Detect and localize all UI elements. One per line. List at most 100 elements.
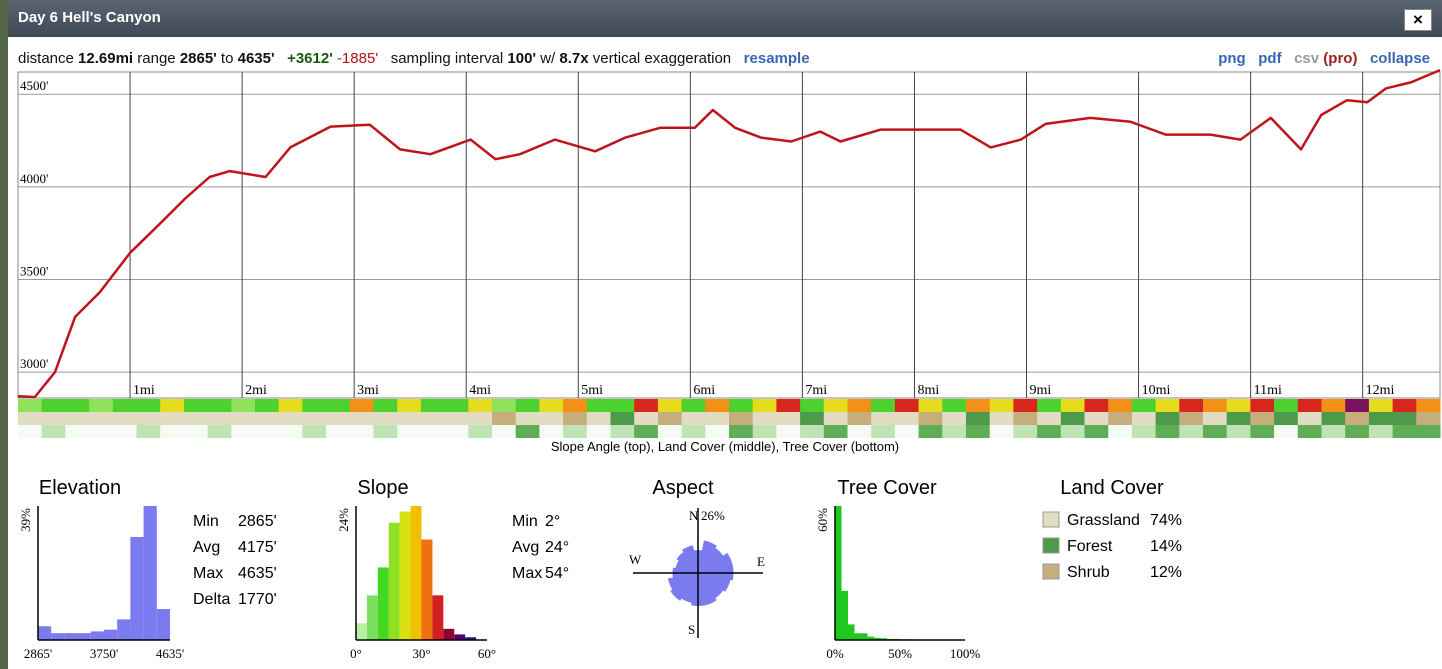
tree-strip-segment <box>729 425 754 438</box>
slope-strip-segment <box>800 399 825 412</box>
pdf-link[interactable]: pdf <box>1258 50 1282 67</box>
land-strip-segment <box>1274 412 1299 425</box>
land-strip-segment <box>1416 412 1441 425</box>
tree-strip-segment <box>1013 425 1038 438</box>
tree-strip-segment <box>444 425 469 438</box>
pro-link[interactable]: (pro) <box>1323 50 1358 67</box>
aspect-sector <box>682 545 699 574</box>
histogram-bar <box>454 634 466 640</box>
tree-strip-segment <box>255 425 280 438</box>
slope-strip-segment <box>657 399 683 412</box>
land-strip-segment <box>918 412 943 425</box>
tree-strip-segment <box>492 425 517 438</box>
x-tick-label: 1mi <box>133 383 155 398</box>
land-strip-segment <box>681 412 706 425</box>
slope-strip-segment <box>18 399 43 412</box>
slope-strip-segment <box>847 399 872 412</box>
tree-strip-segment <box>1250 425 1275 438</box>
png-link[interactable]: png <box>1218 50 1246 67</box>
histogram-bar <box>104 629 118 640</box>
slope-strip-segment <box>729 399 754 412</box>
aspect-sector <box>667 572 699 591</box>
tree-strip-segment <box>302 425 327 438</box>
land-strip-segment <box>444 412 469 425</box>
tree-strip-segment <box>468 425 493 438</box>
histogram-bar <box>51 633 65 640</box>
land-strip-segment <box>349 412 374 425</box>
histogram-bar <box>64 633 78 640</box>
slope-strip-segment <box>89 399 114 412</box>
slope-strip-segment <box>1131 399 1157 412</box>
x-tick-label: 60° <box>478 646 496 661</box>
collapse-link[interactable]: collapse <box>1369 50 1430 67</box>
land-strip-segment <box>160 412 185 425</box>
land-strip-segment <box>397 412 422 425</box>
tree-strip-segment <box>41 425 66 438</box>
histogram-bar <box>465 637 477 640</box>
tree-strip-segment <box>1037 425 1062 438</box>
value: 12.69mi <box>78 50 134 67</box>
tree-strip-segment <box>705 425 730 438</box>
chart-title: Elevation <box>39 477 121 499</box>
stat-label: Delta <box>193 591 230 608</box>
resample-link[interactable]: resample <box>743 50 810 67</box>
x-tick-label: 9mi <box>1030 383 1052 398</box>
tree-strip-segment <box>823 425 848 438</box>
y-tick-label: 39% <box>18 508 33 532</box>
histogram-bar <box>399 511 411 640</box>
gain: +3612' <box>287 50 333 67</box>
tree-strip-segment <box>657 425 683 438</box>
r-tick-label: 26% <box>701 508 725 523</box>
land-strip-segment <box>65 412 90 425</box>
strip-caption: Slope Angle (top), Land Cover (middle), … <box>551 439 899 454</box>
aspect-sector <box>697 540 717 574</box>
legend-label: Grassland <box>1067 512 1140 529</box>
x-tick-label: 3750' <box>90 646 118 661</box>
land-strip-segment <box>705 412 730 425</box>
y-tick-label: 4500' <box>20 78 48 93</box>
histogram-bar <box>366 595 378 640</box>
label: distance <box>18 50 74 67</box>
tree-strip-segment <box>136 425 161 438</box>
y-tick-label: 24% <box>336 508 351 532</box>
csv-link[interactable]: csv <box>1294 50 1320 67</box>
slope-strip-segment <box>278 399 303 412</box>
tree-strip-segment <box>397 425 422 438</box>
stat-value: 24° <box>545 539 569 556</box>
land-strip-segment <box>563 412 588 425</box>
legend-swatch <box>1042 511 1060 528</box>
slope-strip-segment <box>539 399 564 412</box>
tree-strip-segment <box>871 425 896 438</box>
land-strip-segment <box>136 412 161 425</box>
histogram-bar <box>421 539 433 640</box>
tree-strip-segment <box>1416 425 1441 438</box>
direction-label: W <box>629 552 642 567</box>
legend-label: Forest <box>1067 538 1113 555</box>
histogram-bar <box>874 637 881 640</box>
direction-label: S <box>688 622 695 637</box>
tree-strip-segment <box>966 425 991 438</box>
slope-strip-segment <box>1060 399 1085 412</box>
slope-strip-segment <box>942 399 967 412</box>
y-tick-label: 4000' <box>20 171 48 186</box>
tree-strip-segment <box>515 425 540 438</box>
x-tick-label: 4635' <box>156 646 184 661</box>
legend-value: 74% <box>1150 512 1182 529</box>
tree-strip-segment <box>634 425 659 438</box>
land-strip-segment <box>800 412 825 425</box>
x-tick-label: 6mi <box>693 383 715 398</box>
land-strip-segment <box>776 412 801 425</box>
land-strip-segment <box>41 412 66 425</box>
slope-strip-segment <box>1321 399 1346 412</box>
close-button[interactable]: × <box>1404 9 1432 31</box>
histogram-bar <box>38 626 52 640</box>
land-strip-segment <box>823 412 848 425</box>
tree-strip-segment <box>1108 425 1133 438</box>
slope-strip-segment <box>1037 399 1062 412</box>
histogram-bar <box>854 633 861 640</box>
direction-label: N <box>689 508 699 523</box>
slope-strip-segment <box>255 399 280 412</box>
histogram-bar <box>377 567 389 640</box>
